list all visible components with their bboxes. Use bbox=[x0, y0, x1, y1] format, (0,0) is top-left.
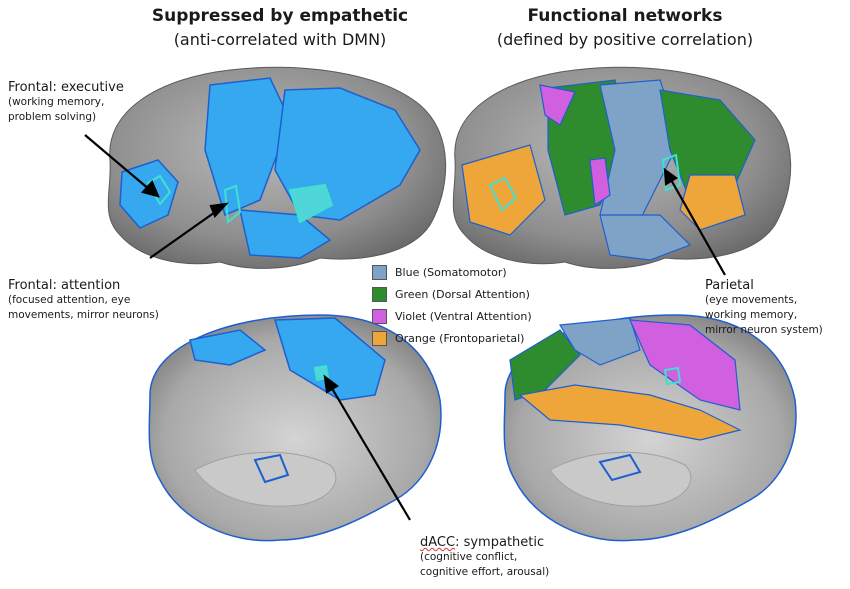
legend-desc-orange: (Frontoparietal) bbox=[439, 331, 525, 345]
dacc-title: dACC: sympathetic bbox=[420, 535, 549, 550]
parietal-title: Parietal bbox=[705, 278, 754, 293]
annotation-arrows bbox=[84, 134, 726, 521]
frontal-attention-line1: (focused attention, eye bbox=[8, 294, 131, 306]
legend-item-orange: Orange (Frontoparietal) bbox=[372, 328, 524, 348]
frontal-attention-title: Frontal: attention bbox=[8, 278, 121, 293]
dacc-line2: cognitive effort, arousal) bbox=[420, 566, 550, 578]
dacc-label: dACC: sympathetic (cognitive conflict, c… bbox=[420, 535, 549, 580]
brain-medial-left bbox=[148, 314, 442, 542]
legend-name-blue: Blue bbox=[395, 265, 420, 279]
frontal-executive-line1: (working memory, bbox=[8, 96, 105, 108]
legend-desc-violet: (Ventral Attention) bbox=[429, 309, 532, 323]
parietal-label: Parietal (eye movements, working memory,… bbox=[705, 278, 823, 338]
frontal-executive-label: Frontal: executive (working memory, prob… bbox=[8, 80, 124, 125]
legend-name-violet: Violet bbox=[395, 309, 427, 323]
dacc-line1: (cognitive conflict, bbox=[420, 551, 518, 563]
brain-lateral-left bbox=[107, 66, 447, 269]
left-panel-title: Suppressed by empathetic bbox=[151, 6, 409, 26]
dacc-title-suffix: : sympathetic bbox=[455, 535, 545, 550]
legend-desc-green: (Dorsal Attention) bbox=[431, 287, 530, 301]
parietal-line3: mirror neuron system) bbox=[705, 324, 823, 336]
legend-swatch-green bbox=[372, 286, 387, 302]
parietal-line2: working memory, bbox=[705, 309, 798, 321]
legend-swatch-blue bbox=[372, 264, 387, 280]
legend-swatch-orange bbox=[372, 330, 387, 346]
legend-name-green: Green bbox=[395, 287, 429, 301]
legend-item-green: Green (Dorsal Attention) bbox=[372, 284, 530, 304]
brain-lateral-right bbox=[452, 66, 792, 269]
network-legend: Blue (Somatomotor) Green (Dorsal Attenti… bbox=[372, 262, 562, 352]
frontal-attention-line2: movements, mirror neurons) bbox=[8, 309, 159, 321]
dacc-abbrev: dACC bbox=[420, 535, 456, 550]
parietal-line1: (eye movements, bbox=[705, 294, 798, 306]
legend-swatch-violet bbox=[372, 308, 387, 324]
right-panel-subtitle: (defined by positive correlation) bbox=[496, 30, 754, 49]
frontal-executive-title: Frontal: executive bbox=[8, 80, 124, 95]
frontal-attention-label: Frontal: attention (focused attention, e… bbox=[8, 278, 159, 323]
frontal-executive-line2: problem solving) bbox=[8, 111, 97, 123]
legend-item-blue: Blue (Somatomotor) bbox=[372, 262, 507, 282]
brain-medial-right bbox=[503, 314, 797, 542]
right-panel-title: Functional networks bbox=[527, 6, 723, 26]
left-panel-subtitle: (anti-correlated with DMN) bbox=[173, 30, 387, 49]
legend-desc-blue: (Somatomotor) bbox=[422, 265, 507, 279]
legend-name-orange: Orange bbox=[395, 331, 436, 345]
legend-item-violet: Violet (Ventral Attention) bbox=[372, 306, 532, 326]
